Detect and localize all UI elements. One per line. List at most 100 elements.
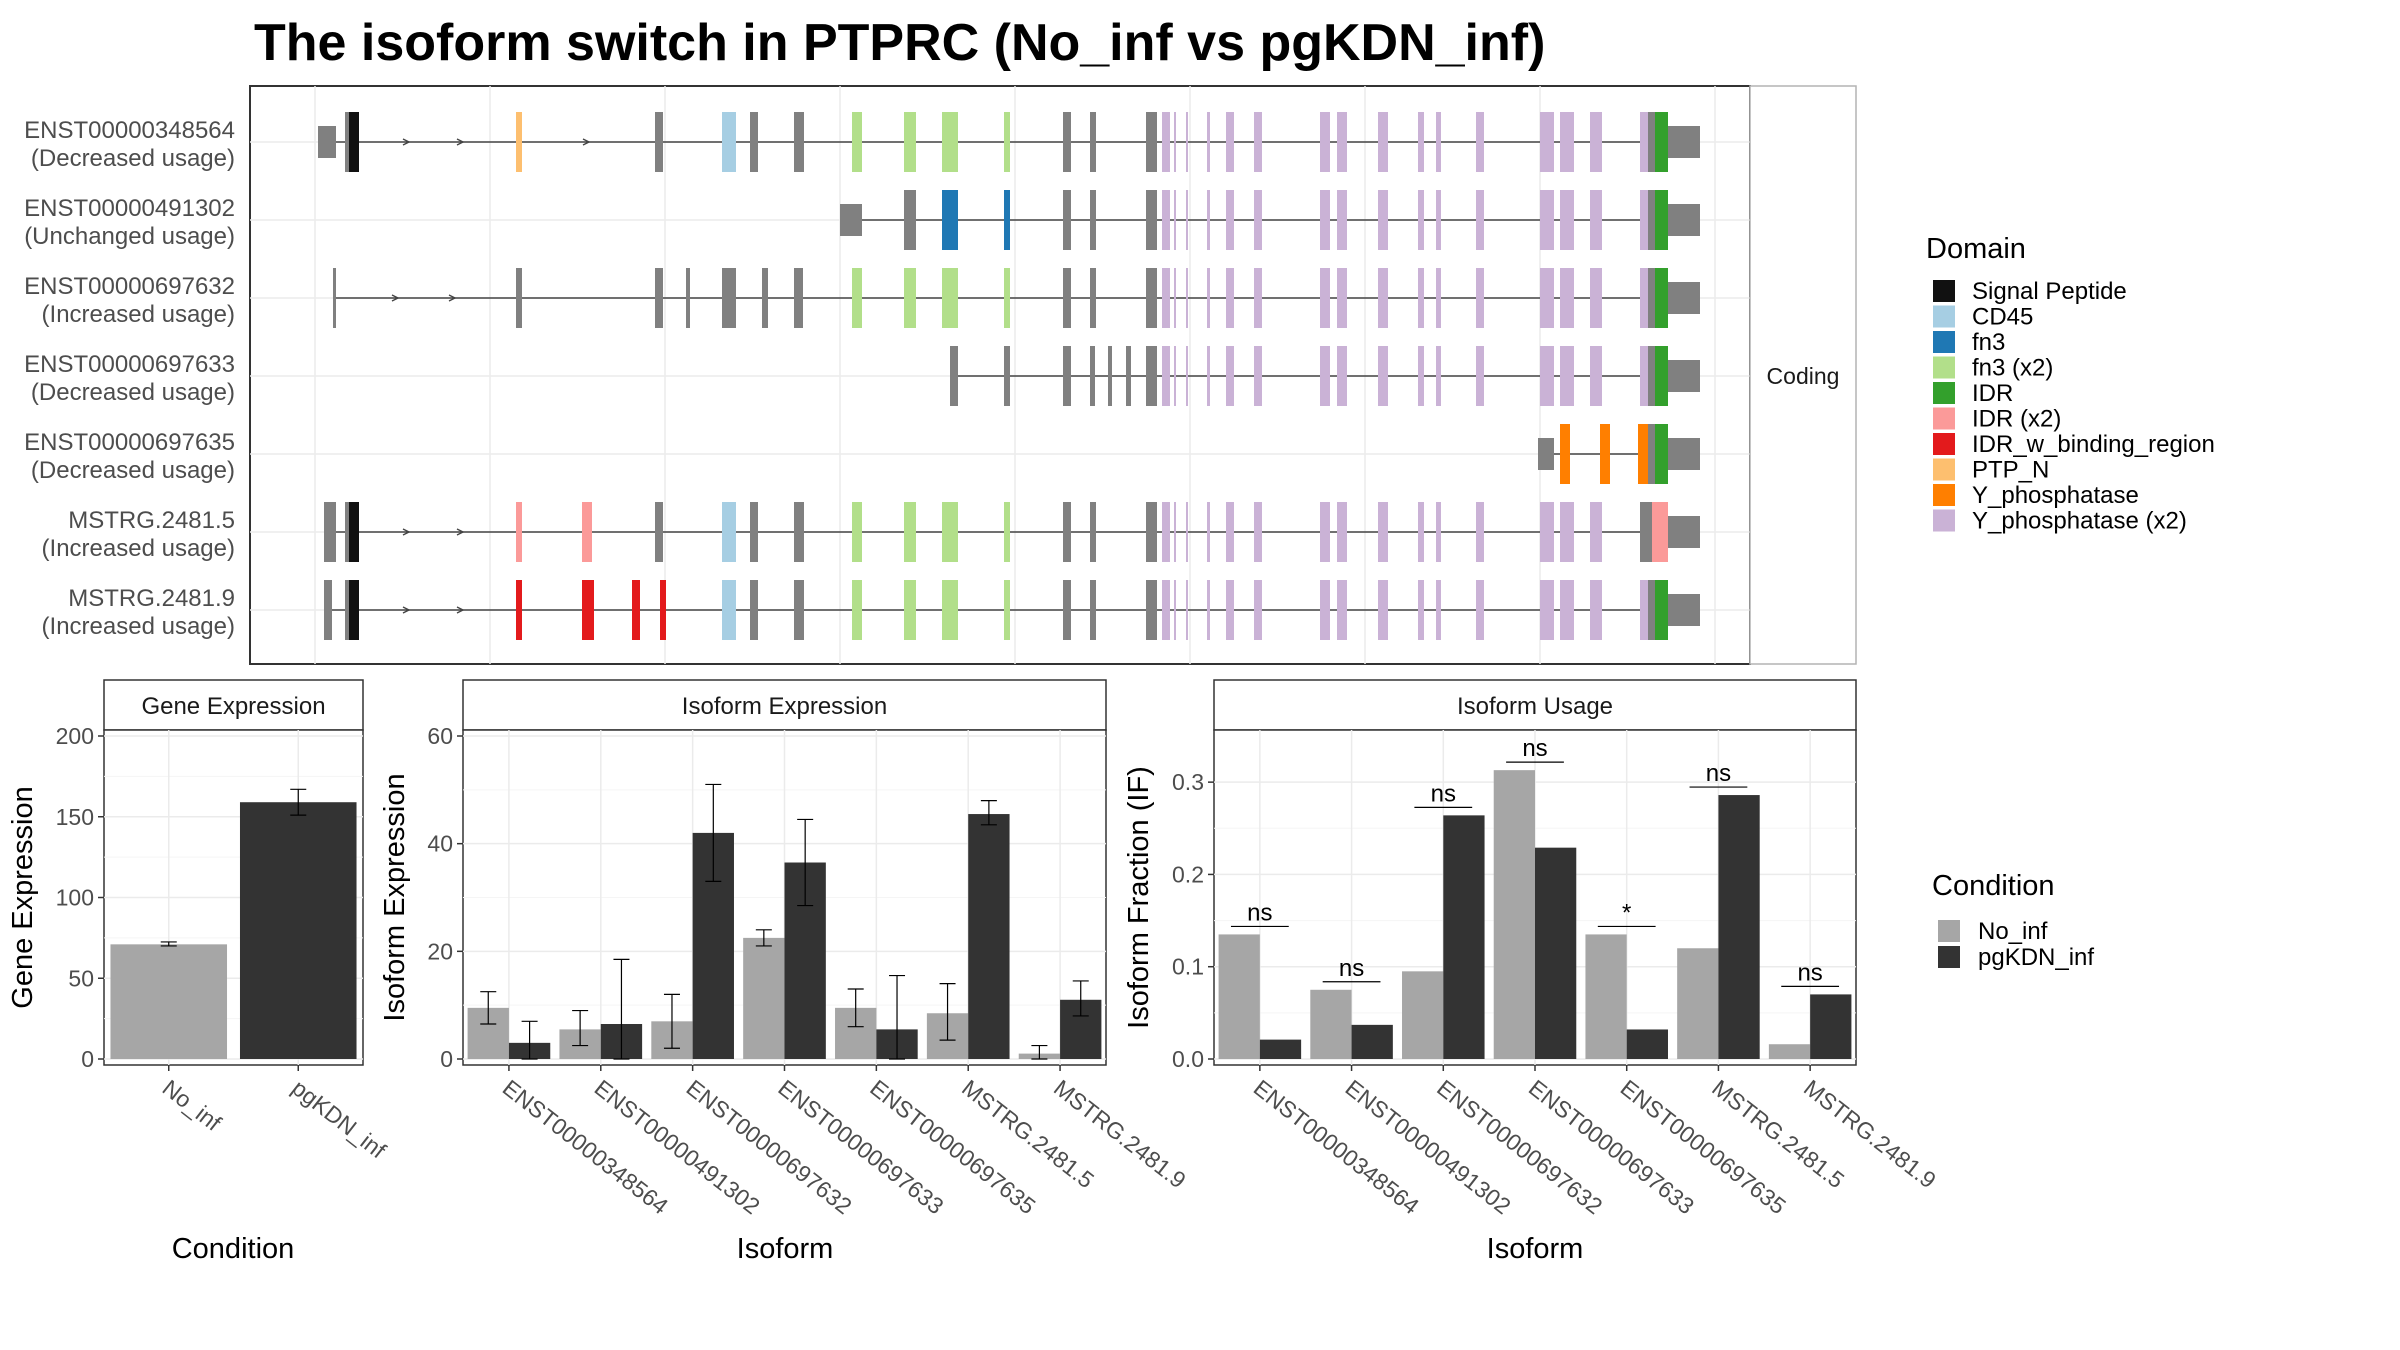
exon xyxy=(794,580,804,640)
exon xyxy=(750,502,758,562)
domain-legend-swatch xyxy=(1933,407,1955,430)
domain-exon xyxy=(1640,112,1648,172)
domain-exon xyxy=(852,580,862,640)
domain-exon xyxy=(1540,580,1554,640)
exon xyxy=(840,204,862,236)
exon xyxy=(794,112,804,172)
domain-exon xyxy=(1655,190,1668,250)
domain-exon xyxy=(1207,190,1210,250)
isoform-name-label: MSTRG.2481.9 xyxy=(68,585,235,612)
domain-exon xyxy=(349,502,359,562)
exon xyxy=(1004,346,1010,406)
exon xyxy=(1090,580,1096,640)
domain-exon xyxy=(942,580,958,640)
domain-exon xyxy=(722,580,736,640)
x-tick-label: ENST00000697632 xyxy=(682,1074,857,1219)
domain-exon xyxy=(1436,268,1441,328)
isoform-structure-panel: Coding ENST00000348564(Decreased usage)E… xyxy=(24,85,1857,665)
domain-exon xyxy=(1186,346,1188,406)
bar xyxy=(1718,795,1760,1059)
chart-strip xyxy=(103,679,364,731)
exon xyxy=(1126,346,1131,406)
exon xyxy=(794,502,804,562)
strand-arrow xyxy=(582,138,591,146)
domain-exon xyxy=(516,112,522,172)
y-tick-label: 0.1 xyxy=(1172,954,1204,980)
domain-exon xyxy=(1378,580,1388,640)
domain-exon xyxy=(1560,424,1570,484)
domain-exon xyxy=(1640,190,1648,250)
exon xyxy=(762,268,768,328)
domain-exon xyxy=(1655,346,1668,406)
domain-exon xyxy=(1226,502,1234,562)
exon xyxy=(1668,282,1700,314)
isoform-panel-background xyxy=(249,85,1751,665)
x-axis-title: Isoform xyxy=(737,1233,834,1265)
coding-strip-label: Coding xyxy=(1767,363,1840,389)
exon xyxy=(1090,502,1096,562)
bar xyxy=(743,937,785,1059)
domain-exon xyxy=(1174,346,1176,406)
y-tick-label: 0.0 xyxy=(1172,1046,1204,1072)
domain-exon xyxy=(1540,112,1554,172)
isoform-track-ENST00000491302 xyxy=(840,190,1700,250)
domain-exon xyxy=(1337,190,1347,250)
domain-legend-label: IDR_w_binding_region xyxy=(1972,431,2215,458)
significance-label: ns xyxy=(1247,899,1272,926)
domain-exon xyxy=(1207,112,1210,172)
domain-exon xyxy=(1560,268,1574,328)
x-tick-label: ENST00000697635 xyxy=(1616,1074,1791,1219)
domain-exon xyxy=(1418,346,1424,406)
domain-exon xyxy=(1476,346,1484,406)
exon xyxy=(324,580,332,640)
domain-exon xyxy=(632,580,640,640)
exon xyxy=(1090,112,1096,172)
domain-exon xyxy=(1162,580,1170,640)
strand-arrow xyxy=(402,138,411,146)
domain-legend-label: CD45 xyxy=(1972,304,2033,331)
domain-exon xyxy=(1540,268,1554,328)
x-axis-title: Isoform xyxy=(1487,1233,1584,1265)
bar xyxy=(1768,1044,1811,1059)
exon xyxy=(904,190,916,250)
exon xyxy=(722,268,736,328)
exon xyxy=(1648,346,1655,406)
isoform-track-ENST00000348564 xyxy=(318,112,1700,172)
domain-exon xyxy=(1378,112,1388,172)
bar xyxy=(1810,994,1852,1059)
exon xyxy=(1090,190,1096,250)
domain-exon xyxy=(1320,346,1330,406)
domain-exon xyxy=(1226,268,1234,328)
condition-legend-label: No_inf xyxy=(1978,918,2048,945)
y-axis-title: Isoform Expression xyxy=(379,773,411,1021)
domain-exon xyxy=(1652,502,1668,562)
domain-exon xyxy=(942,112,958,172)
domain-exon xyxy=(1436,580,1441,640)
domain-exon xyxy=(1560,190,1574,250)
domain-exon xyxy=(904,268,916,328)
figure-title: The isoform switch in PTPRC (No_inf vs p… xyxy=(254,14,1545,72)
isoform-track-ENST00000697635 xyxy=(1538,424,1700,484)
exon xyxy=(1090,268,1096,328)
domain-exon xyxy=(1320,580,1330,640)
exon xyxy=(1668,360,1700,392)
exon xyxy=(1648,268,1655,328)
domain-exon xyxy=(1004,190,1010,250)
bar xyxy=(1310,989,1352,1059)
domain-exon xyxy=(1476,580,1484,640)
domain-exon xyxy=(516,502,522,562)
domain-legend-label: fn3 (x2) xyxy=(1972,355,2053,382)
bar xyxy=(1402,971,1444,1059)
domain-exon xyxy=(1590,112,1602,172)
isoform-name-label: ENST00000697632 xyxy=(24,273,235,300)
domain-exon xyxy=(1162,346,1170,406)
bar xyxy=(1443,815,1485,1059)
domain-exon xyxy=(942,502,958,562)
x-tick-label: ENST00000491302 xyxy=(590,1074,765,1219)
strand-arrow xyxy=(402,606,411,614)
domain-exon xyxy=(1560,346,1574,406)
domain-exon xyxy=(1226,346,1234,406)
domain-exon xyxy=(1418,268,1424,328)
